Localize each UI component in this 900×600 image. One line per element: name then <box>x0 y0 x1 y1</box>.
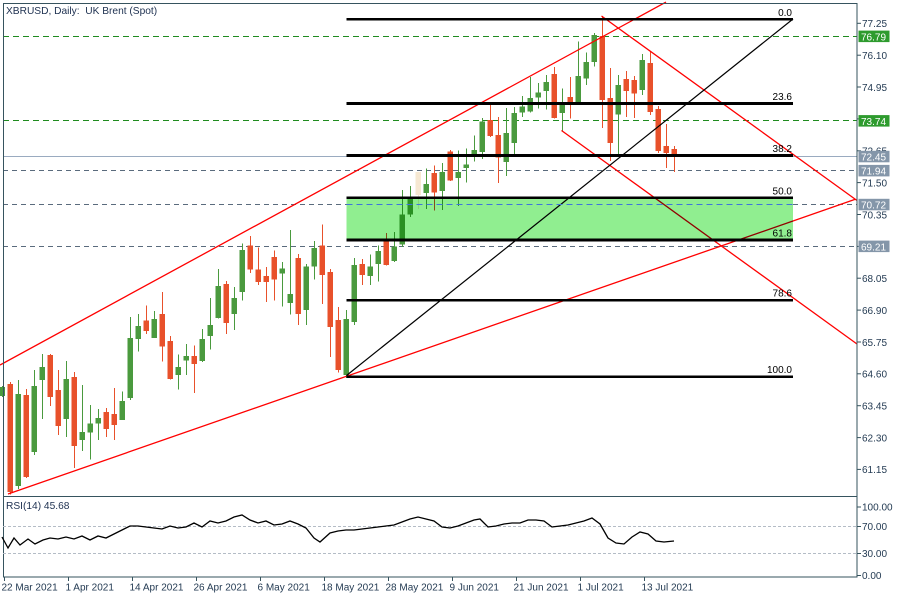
svg-text:78.6: 78.6 <box>773 289 793 300</box>
svg-text:70.35: 70.35 <box>862 210 887 221</box>
svg-text:0.0: 0.0 <box>778 8 792 19</box>
svg-text:1 Apr 2021: 1 Apr 2021 <box>66 583 115 594</box>
svg-text:XBRUSD, Daily: UK Brent (Spot: XBRUSD, Daily: UK Brent (Spot) <box>6 6 157 17</box>
svg-text:RSI(14) 45.68: RSI(14) 45.68 <box>6 501 70 512</box>
svg-text:76.79: 76.79 <box>861 32 886 43</box>
svg-text:63.45: 63.45 <box>862 402 887 413</box>
svg-text:13 Jul 2021: 13 Jul 2021 <box>642 583 694 594</box>
svg-text:76.10: 76.10 <box>862 51 887 62</box>
svg-text:71.50: 71.50 <box>862 178 887 189</box>
svg-text:70.72: 70.72 <box>861 201 886 212</box>
svg-text:71.94: 71.94 <box>861 167 886 178</box>
svg-text:18 May 2021: 18 May 2021 <box>322 583 380 594</box>
svg-text:28 May 2021: 28 May 2021 <box>386 583 444 594</box>
svg-text:74.95: 74.95 <box>862 83 887 94</box>
svg-text:77.25: 77.25 <box>862 19 887 30</box>
svg-text:50.0: 50.0 <box>773 186 793 197</box>
svg-text:69.21: 69.21 <box>861 242 886 253</box>
svg-text:30.00: 30.00 <box>862 549 887 560</box>
svg-text:38.2: 38.2 <box>773 144 793 155</box>
svg-text:65.75: 65.75 <box>862 338 887 349</box>
svg-text:61.8: 61.8 <box>773 229 793 240</box>
svg-text:61.15: 61.15 <box>862 465 887 476</box>
svg-text:1 Jul 2021: 1 Jul 2021 <box>578 583 625 594</box>
svg-text:100.0: 100.0 <box>767 365 792 376</box>
svg-text:23.6: 23.6 <box>773 92 793 103</box>
svg-text:66.90: 66.90 <box>862 306 887 317</box>
svg-text:100.00: 100.00 <box>862 503 893 514</box>
svg-text:70.00: 70.00 <box>862 522 887 533</box>
svg-text:6 May 2021: 6 May 2021 <box>258 583 311 594</box>
svg-text:62.30: 62.30 <box>862 433 887 444</box>
svg-text:72.45: 72.45 <box>861 153 886 164</box>
svg-text:68.05: 68.05 <box>862 274 887 285</box>
svg-text:73.74: 73.74 <box>861 117 886 128</box>
svg-text:14 Apr 2021: 14 Apr 2021 <box>130 583 184 594</box>
svg-text:22 Mar 2021: 22 Mar 2021 <box>2 583 59 594</box>
svg-text:26 Apr 2021: 26 Apr 2021 <box>194 583 248 594</box>
svg-text:0.00: 0.00 <box>862 571 882 582</box>
svg-text:9 Jun 2021: 9 Jun 2021 <box>450 583 500 594</box>
svg-text:21 Jun 2021: 21 Jun 2021 <box>514 583 569 594</box>
svg-text:64.60: 64.60 <box>862 370 887 381</box>
